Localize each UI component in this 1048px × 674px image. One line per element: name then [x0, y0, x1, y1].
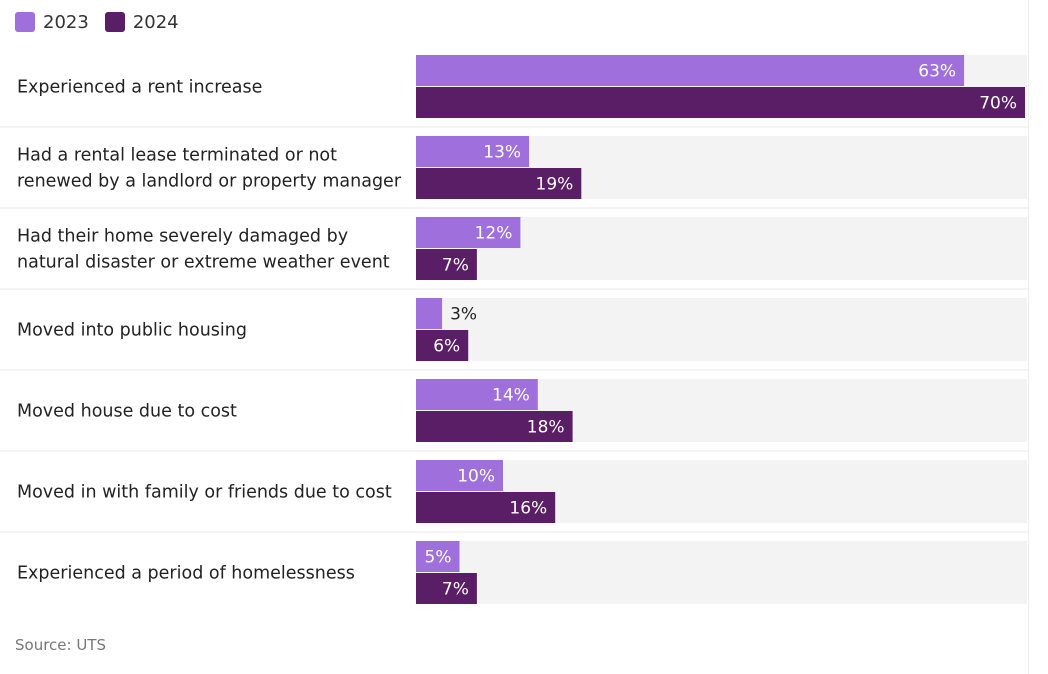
- bar-group: Moved house due to cost 14% 18%: [0, 369, 1028, 442]
- bar-2023[interactable]: [416, 298, 443, 329]
- data-label: 7%: [442, 256, 469, 276]
- legend-swatch-2023: [15, 12, 35, 32]
- bar-track: [416, 541, 1027, 604]
- bar-2023[interactable]: [416, 541, 460, 572]
- data-label: 16%: [509, 499, 547, 519]
- category-label: Moved into public housing: [17, 321, 247, 341]
- bar-group: Moved into public housing 3% 6%: [0, 288, 1028, 361]
- bar-group: Experienced a period of homelessness 5% 7%: [0, 531, 1028, 604]
- bar-2023[interactable]: [416, 136, 530, 167]
- data-label: 19%: [536, 175, 574, 195]
- category-label: Had a rental lease terminated or not: [17, 146, 337, 166]
- bar-2024[interactable]: [416, 492, 556, 523]
- right-border: [1028, 0, 1029, 674]
- data-label: 14%: [492, 386, 530, 406]
- bar-2023[interactable]: [416, 55, 965, 86]
- data-label: 3%: [450, 305, 477, 325]
- bar-2024[interactable]: [416, 249, 477, 280]
- bar-2023[interactable]: [416, 217, 521, 248]
- category-label: Moved house due to cost: [17, 402, 237, 422]
- legend: 2023 2024: [15, 10, 195, 34]
- bar-2024[interactable]: [416, 573, 477, 604]
- category-label: Experienced a rent increase: [17, 78, 262, 98]
- legend-label-2023: 2023: [43, 11, 89, 33]
- category-label: Moved in with family or friends due to c…: [17, 483, 392, 503]
- data-label: 10%: [457, 467, 495, 487]
- data-label: 12%: [475, 224, 513, 244]
- bar-group: Had a rental lease terminated or not rene…: [0, 126, 1028, 199]
- category-label: natural disaster or extreme weather even…: [17, 253, 390, 273]
- data-label: 5%: [425, 548, 452, 568]
- bar-track: [416, 298, 1027, 361]
- bar-2023[interactable]: [416, 379, 538, 410]
- bar-group: Had their home severely damaged by natura…: [0, 207, 1028, 280]
- bar-2024[interactable]: [416, 411, 573, 442]
- bar-group: Moved in with family or friends due to c…: [0, 450, 1028, 523]
- bar-2023[interactable]: [416, 460, 503, 491]
- bar-group: Experienced a rent increase 63% 70%: [17, 55, 1027, 118]
- category-label: renewed by a landlord or property manage…: [17, 172, 402, 192]
- bar-2024[interactable]: [416, 87, 1025, 118]
- data-label: 13%: [483, 143, 521, 163]
- bar-2024[interactable]: [416, 168, 582, 199]
- data-label: 70%: [979, 94, 1017, 114]
- legend-swatch-2024: [104, 12, 125, 32]
- data-label: 7%: [442, 580, 469, 600]
- category-label: Experienced a period of homelessness: [17, 564, 355, 584]
- category-label: Had their home severely damaged by: [17, 227, 348, 247]
- data-label: 18%: [527, 418, 565, 438]
- legend-label-2024: 2024: [132, 11, 179, 33]
- bar-2024[interactable]: [416, 330, 469, 361]
- data-label: 6%: [433, 337, 460, 357]
- source-note: Source: UTS: [15, 636, 107, 654]
- legend-item-2023[interactable]: 2023: [15, 12, 89, 33]
- legend-item-2024[interactable]: 2024: [104, 11, 179, 33]
- data-label: 63%: [918, 62, 956, 82]
